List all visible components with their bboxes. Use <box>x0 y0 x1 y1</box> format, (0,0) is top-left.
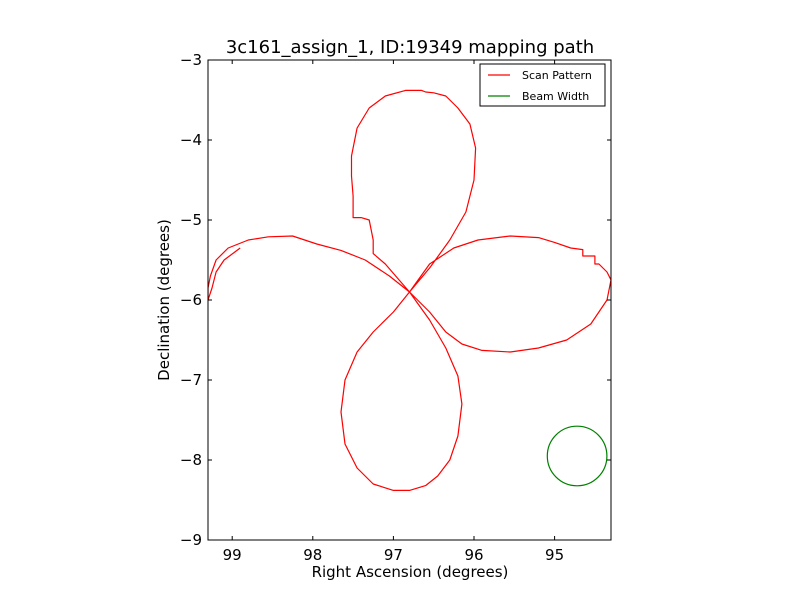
x-tick-label: 96 <box>464 546 483 564</box>
y-tick-label: −5 <box>180 211 202 229</box>
y-tick-label: −8 <box>180 451 202 469</box>
y-tick-label: −7 <box>180 371 202 389</box>
plot-background <box>208 60 611 540</box>
x-tick-label: 99 <box>223 546 242 564</box>
chart-title: 3c161_assign_1, ID:19349 mapping path <box>226 37 594 58</box>
series-layer <box>208 89 611 491</box>
series-scan-pattern <box>208 89 611 491</box>
x-tick-label: 98 <box>303 546 322 564</box>
plot-frame <box>207 59 612 541</box>
plot-area <box>207 59 612 541</box>
legend-frame <box>479 63 606 107</box>
x-tick-label: 97 <box>384 546 403 564</box>
x-tick-labels: 99 98 97 96 95 <box>223 546 564 564</box>
y-axis-label: Declination (degrees) <box>155 219 173 381</box>
y-tick-label: −6 <box>180 291 202 309</box>
legend: Scan Pattern Beam Width <box>479 63 606 107</box>
series-beam-width <box>546 425 608 487</box>
y-tick-labels: −3 −4 −5 −6 −7 −8 −9 <box>180 51 202 549</box>
legend-label-scan-pattern: Scan Pattern <box>522 69 592 82</box>
legend-label-beam-width: Beam Width <box>522 90 589 103</box>
x-axis-label: Right Ascension (degrees) <box>312 563 509 581</box>
y-tick-label: −3 <box>180 51 202 69</box>
y-tick-label: −4 <box>180 131 202 149</box>
y-tick-label: −9 <box>180 531 202 549</box>
x-tick-label: 95 <box>545 546 564 564</box>
